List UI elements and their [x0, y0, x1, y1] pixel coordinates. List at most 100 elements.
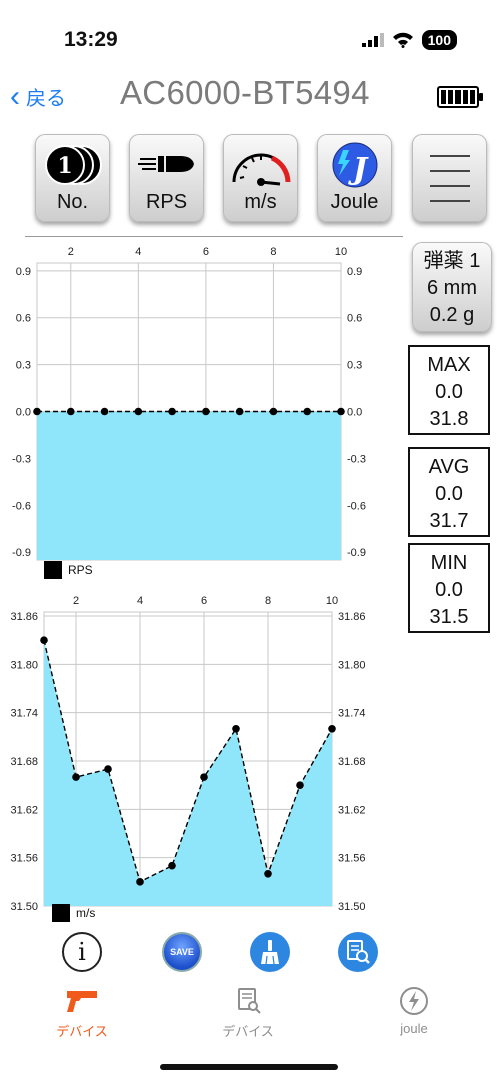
rps-ytick-left: -0.9 — [12, 547, 31, 559]
status-time: 13:29 — [64, 28, 118, 51]
joule-label: Joule — [330, 191, 379, 213]
rps-label: RPS — [145, 191, 188, 213]
document-search-icon — [347, 940, 370, 964]
rps-button[interactable]: RPS — [129, 134, 204, 222]
ammo-select-button[interactable]: 弾薬 1 6 mm 0.2 g — [412, 242, 492, 332]
ammo-label: 弾薬 1 — [423, 250, 481, 272]
coin-number: 1 — [57, 153, 72, 179]
tab-history[interactable]: デバイス — [198, 985, 298, 1040]
rps-area — [37, 411, 341, 560]
rps-xtick: 2 — [68, 246, 74, 258]
velocity-ytick-right: 31.56 — [338, 853, 366, 865]
rps-data-point — [33, 407, 41, 416]
velocity-legend: m/s — [52, 904, 95, 922]
document-search-icon — [238, 988, 261, 1014]
velocity-ytick-left: 31.56 — [10, 853, 38, 865]
velocity-ytick-right: 31.74 — [338, 708, 366, 720]
rps-ytick-right: -0.9 — [347, 547, 366, 559]
rps-ytick-right: 0.9 — [347, 266, 362, 278]
rps-legend-label: RPS — [68, 563, 93, 577]
menu-button[interactable] — [412, 134, 487, 222]
clear-button[interactable] — [250, 932, 290, 972]
cellular-signal-icon — [361, 33, 384, 47]
velocity-label: m/s — [244, 191, 277, 213]
rps-data-point — [100, 407, 109, 416]
max-stat-box: MAX 0.0 31.8 — [408, 345, 490, 435]
shot-number-button[interactable]: 1 No. — [35, 134, 110, 222]
velocity-data-point — [264, 869, 272, 878]
joule-button[interactable]: J Joule — [317, 134, 392, 222]
rps-ytick-left: 0.3 — [16, 360, 31, 372]
avg-label: AVG — [428, 456, 470, 478]
back-button[interactable]: ‹ 戻る — [10, 79, 66, 113]
velocity-legend-label: m/s — [76, 906, 96, 920]
avg-velocity-value: 31.7 — [429, 510, 469, 532]
velocity-ytick-left: 31.68 — [10, 756, 38, 768]
rps-data-point — [269, 407, 278, 416]
rps-ytick-right: 0.0 — [347, 407, 362, 419]
velocity-data-point — [232, 724, 240, 733]
velocity-ytick-right: 31.62 — [338, 804, 366, 816]
min-label: MIN — [430, 552, 468, 574]
rps-ytick-right: -0.3 — [347, 453, 366, 465]
velocity-data-point — [136, 878, 144, 886]
rps-data-point — [337, 407, 345, 416]
rps-data-point — [235, 407, 244, 416]
avg-stat-box: AVG 0.0 31.7 — [408, 447, 490, 537]
velocity-xtick: 4 — [137, 595, 143, 607]
home-indicator — [160, 1064, 338, 1070]
wifi-icon — [392, 32, 413, 48]
tab-device[interactable]: デバイス — [32, 985, 132, 1040]
ammo-caliber: 6 mm — [427, 277, 477, 299]
shot-number-label: No. — [56, 191, 89, 213]
min-rps-value: 0.0 — [435, 579, 463, 601]
velocity-ytick-right: 31.80 — [338, 659, 366, 671]
device-battery-icon — [437, 86, 483, 108]
tab-joule-label: joule — [400, 1021, 428, 1036]
speedometer-icon — [232, 153, 290, 186]
velocity-xtick: 10 — [326, 595, 338, 607]
save-button[interactable]: SAVE — [162, 932, 202, 972]
tab-joule[interactable]: joule — [364, 985, 464, 1036]
velocity-xtick: 8 — [265, 595, 271, 607]
rps-ytick-right: 0.6 — [347, 313, 362, 325]
history-search-button[interactable] — [338, 932, 378, 972]
rps-ytick-left: -0.6 — [12, 500, 31, 512]
joule-icon: J — [332, 142, 377, 188]
chevron-left-icon: ‹ — [10, 79, 20, 113]
rps-xtick: 6 — [203, 246, 209, 258]
velocity-data-point — [296, 781, 304, 789]
ammo-weight: 0.2 g — [429, 304, 475, 326]
rps-data-point — [303, 407, 312, 416]
velocity-ytick-right: 31.50 — [338, 901, 366, 913]
info-button[interactable]: i — [62, 932, 102, 972]
min-velocity-value: 31.5 — [429, 606, 469, 628]
save-label: SAVE — [170, 947, 194, 957]
velocity-ytick-left: 31.80 — [10, 659, 38, 671]
menu-icon — [429, 155, 470, 202]
velocity-ytick-left: 31.86 — [10, 611, 38, 623]
coins-icon: 1 — [44, 145, 102, 185]
velocity-ytick-left: 31.50 — [10, 901, 38, 913]
max-velocity-value: 31.8 — [429, 408, 469, 430]
velocity-xtick: 6 — [201, 595, 207, 607]
tab-history-label: デバイス — [222, 1024, 274, 1039]
tab-device-label: デバイス — [56, 1024, 108, 1039]
velocity-ytick-right: 31.86 — [338, 611, 366, 623]
rps-chart: 0.9 0.9 0.6 0.6 0.3 0.3 0.0 0.0 -0.3 -0.3 -0.6 -0.6… — [12, 246, 366, 561]
rps-legend: RPS — [44, 561, 93, 579]
max-rps-value: 0.0 — [435, 381, 463, 403]
velocity-data-point — [104, 765, 112, 773]
legend-swatch — [44, 561, 62, 579]
velocity-data-point — [168, 861, 176, 870]
velocity-ytick-right: 31.68 — [338, 756, 366, 768]
rps-data-point — [134, 407, 143, 416]
legend-swatch — [52, 904, 70, 922]
info-icon: i — [78, 938, 86, 966]
back-label: 戻る — [26, 88, 66, 110]
lightning-icon — [400, 987, 428, 1015]
velocity-button[interactable]: m/s — [223, 134, 298, 222]
bullet-icon — [137, 156, 194, 172]
phone-battery-indicator: 100 — [421, 30, 457, 50]
velocity-xtick: 2 — [73, 595, 79, 607]
